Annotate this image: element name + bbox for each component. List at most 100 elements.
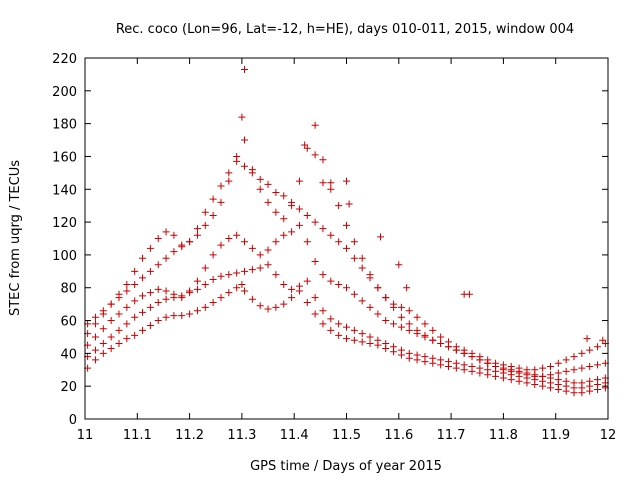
data-point: [444, 358, 452, 366]
data-point: [248, 166, 256, 174]
data-point: [248, 244, 256, 252]
data-point: [256, 302, 264, 310]
data-point: [193, 307, 201, 315]
data-point: [272, 303, 280, 311]
data-point: [91, 333, 99, 341]
data-point: [301, 141, 309, 149]
data-point: [139, 254, 147, 262]
data-point: [319, 225, 327, 233]
y-axis: 0 20 40 60 80 100 120 140 160 180 200 220: [52, 52, 608, 428]
data-point: [554, 376, 562, 384]
data-point: [209, 251, 217, 259]
data-point: [350, 238, 358, 246]
data-point: [107, 333, 115, 341]
data-point: [468, 349, 476, 357]
data-point: [154, 261, 162, 269]
data-point: [531, 366, 539, 374]
data-point: [225, 235, 233, 242]
data-point: [376, 233, 384, 241]
data-point: [107, 344, 115, 352]
data-point: [280, 231, 288, 239]
data-point: [319, 156, 327, 164]
x-tick-label: 11.9: [541, 428, 570, 443]
data-point: [413, 313, 421, 321]
data-point: [403, 284, 411, 292]
data-point: [193, 277, 201, 285]
data-point: [429, 336, 437, 344]
data-point: [146, 244, 154, 252]
data-point: [311, 151, 319, 159]
data-point: [146, 321, 154, 329]
data-point: [374, 284, 382, 292]
x-tick-label: 11.3: [227, 428, 256, 443]
data-point: [583, 335, 591, 343]
data-point: [233, 152, 241, 160]
data-point: [319, 307, 327, 315]
data-point: [288, 285, 296, 293]
data-point: [476, 364, 484, 372]
data-point: [358, 264, 366, 272]
data-point: [280, 300, 288, 308]
data-point: [594, 376, 602, 384]
x-tick-label: 11.7: [437, 428, 466, 443]
data-point: [272, 238, 280, 246]
data-point: [421, 331, 429, 339]
data-point: [405, 307, 413, 315]
data-point: [280, 280, 288, 288]
data-point: [233, 231, 241, 239]
x-tick-label: 11: [77, 428, 94, 443]
data-point: [233, 269, 241, 277]
data-point: [327, 231, 335, 239]
data-point: [123, 320, 131, 328]
data-point: [311, 257, 319, 265]
data-point: [554, 359, 562, 367]
data-point: [578, 364, 586, 372]
data-point: [460, 346, 468, 354]
data-point: [507, 362, 515, 370]
x-tick-label: 12: [600, 428, 617, 443]
data-point: [452, 359, 460, 367]
data-point: [397, 346, 405, 354]
data-point: [335, 238, 343, 246]
data-point: [139, 308, 147, 316]
data-point: [264, 305, 272, 313]
x-axis: 11 11.1 11.2 11.3 11.4 11.5 11.6 11.7 11.8 11.9 12: [77, 58, 617, 443]
data-point: [241, 65, 249, 73]
data-point: [99, 307, 107, 315]
data-point: [390, 320, 398, 328]
data-point: [131, 313, 139, 321]
x-tick-label: 11.8: [489, 428, 518, 443]
data-point: [421, 320, 429, 328]
data-point: [241, 267, 249, 275]
data-point: [390, 300, 398, 308]
data-point: [91, 313, 99, 321]
data-point: [115, 310, 123, 318]
data-point: [335, 202, 343, 210]
data-point: [437, 356, 445, 364]
x-axis-label: GPS time / Days of year 2015: [250, 459, 442, 474]
data-point: [107, 317, 115, 325]
data-point: [405, 320, 413, 328]
data-point: [327, 185, 335, 193]
data-point: [295, 205, 303, 213]
data-point: [484, 356, 492, 364]
data-point: [154, 317, 162, 325]
data-point: [186, 310, 194, 318]
data-point: [193, 231, 201, 239]
data-point: [335, 320, 343, 328]
y-tick-label: 40: [60, 347, 77, 362]
data-point: [578, 349, 586, 357]
chart-title: Rec. coco (Lon=96, Lat=-12, h=HE), days …: [116, 22, 574, 37]
data-point: [468, 362, 476, 370]
data-point: [437, 340, 445, 348]
data-point: [397, 303, 405, 311]
data-point: [303, 212, 311, 220]
data-point: [217, 241, 225, 249]
data-point: [429, 354, 437, 362]
data-point: [178, 312, 186, 320]
y-tick-label: 220: [52, 52, 77, 67]
data-point: [366, 333, 374, 341]
data-point: [131, 331, 139, 339]
y-tick-label: 140: [52, 183, 77, 198]
data-point: [327, 277, 335, 285]
